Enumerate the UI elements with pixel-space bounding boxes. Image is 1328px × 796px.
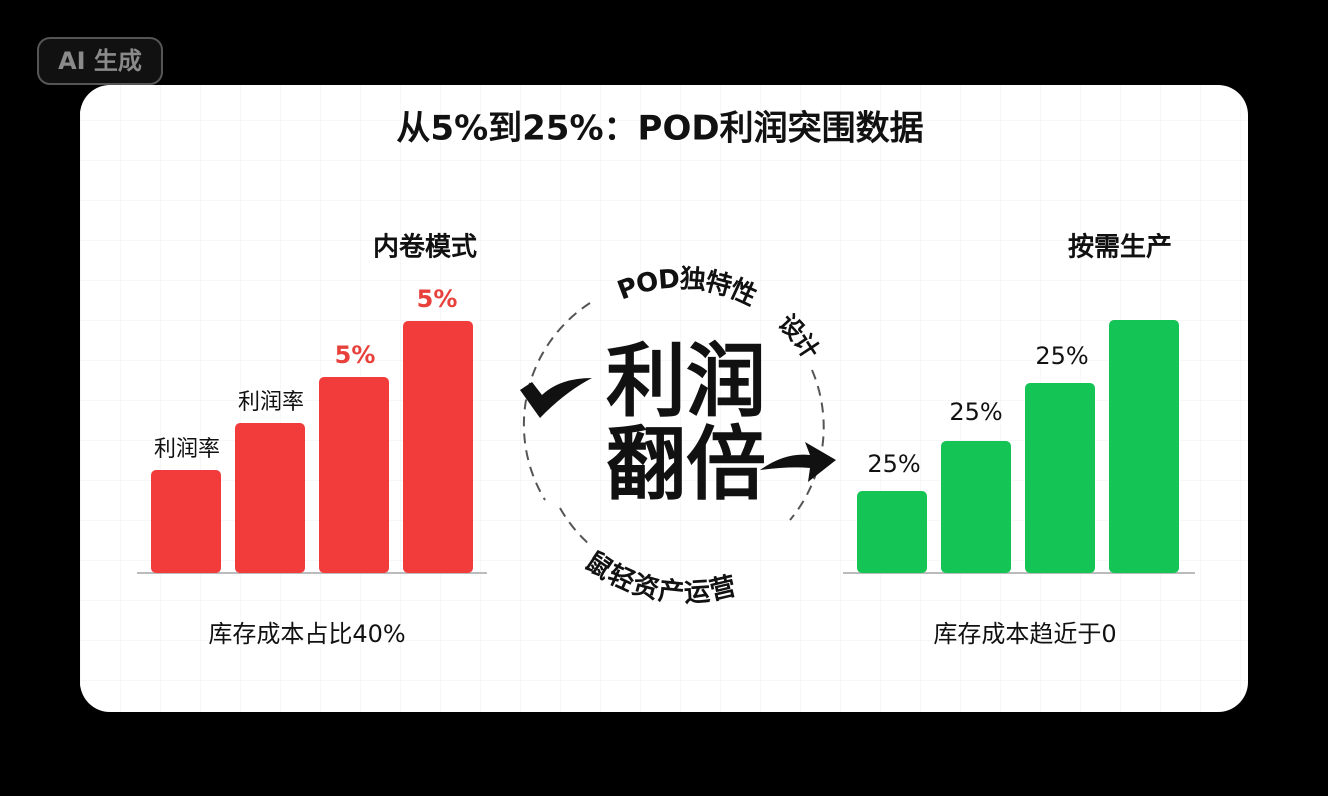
bar (1109, 320, 1179, 573)
bar (1025, 383, 1095, 573)
bar-label: 25% (949, 398, 1002, 426)
center-line2: 翻倍 (606, 418, 766, 511)
right-heading: 按需生产 (1068, 232, 1172, 263)
dashed-arc (559, 507, 591, 546)
right-arrow (760, 442, 836, 482)
bar-label: 利润率 (238, 390, 304, 415)
badge-text: AI 生成 (58, 47, 142, 75)
right-caption: 库存成本趋近于0 (933, 620, 1116, 648)
bar-label: 25% (1035, 342, 1088, 370)
bar-label: 5% (417, 285, 458, 313)
bar-label: 25% (867, 450, 920, 478)
bar (403, 321, 473, 573)
left-caption: 库存成本占比40% (208, 620, 405, 648)
check-arrow (520, 378, 592, 418)
bar (857, 491, 927, 573)
center-line1: 利润 (606, 335, 766, 428)
left-heading: 内卷模式 (373, 233, 477, 263)
badge (37, 37, 163, 85)
dashed-arc (789, 369, 825, 521)
bar (151, 470, 221, 573)
bar-label: 5% (335, 341, 376, 369)
title: 从5%到25%：POD利润突围数据 (396, 109, 923, 149)
bar (319, 377, 389, 573)
bar (941, 441, 1011, 573)
bar (235, 423, 305, 573)
bar-label: 利润率 (154, 437, 220, 462)
